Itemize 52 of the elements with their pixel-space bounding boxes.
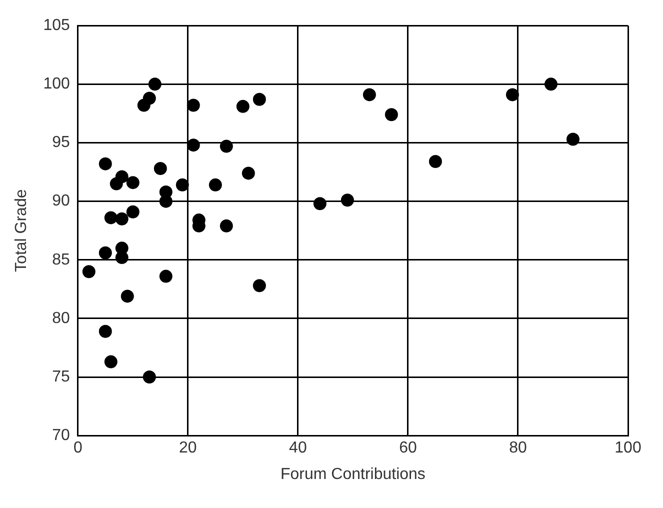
point — [126, 176, 140, 190]
y-tick-label: 85 — [52, 251, 70, 268]
point — [104, 355, 118, 368]
point — [428, 154, 442, 168]
y-tick-label: 100 — [43, 76, 70, 93]
point — [142, 370, 156, 384]
point — [142, 92, 156, 105]
point — [115, 170, 128, 184]
y-tick-label: 75 — [52, 368, 70, 386]
x-tick-label: 80 — [509, 440, 527, 457]
x-tick-label: 20 — [179, 440, 197, 457]
point — [98, 324, 112, 338]
point — [159, 194, 172, 208]
point — [159, 270, 172, 283]
point — [313, 197, 326, 210]
point — [154, 162, 167, 176]
point — [98, 246, 112, 260]
y-axis-title: Total Grade — [13, 189, 30, 272]
y-tick-label: 90 — [52, 192, 70, 210]
point — [120, 290, 134, 303]
point — [220, 219, 233, 232]
y-tick-label: 95 — [52, 134, 70, 152]
x-axis-title: Forum Contributions — [280, 466, 426, 483]
point — [362, 88, 376, 102]
point — [104, 211, 118, 224]
point — [186, 98, 200, 112]
point — [220, 140, 233, 153]
point — [115, 251, 128, 264]
point — [126, 205, 140, 218]
point — [566, 132, 580, 146]
x-tick-label: 60 — [399, 440, 417, 457]
y-tick-label: 80 — [52, 310, 70, 327]
y-tick-label: 70 — [52, 427, 70, 444]
point — [384, 108, 398, 122]
point — [98, 157, 112, 170]
point — [340, 194, 354, 207]
point — [186, 138, 200, 152]
y-tick-label: 105 — [43, 17, 70, 34]
x-tick-label: 100 — [614, 440, 642, 457]
point — [544, 78, 558, 91]
x-tick-label: 40 — [289, 440, 307, 457]
point — [148, 78, 162, 91]
point — [506, 88, 519, 102]
point — [115, 212, 128, 226]
point — [82, 265, 96, 278]
point — [236, 100, 250, 113]
point — [208, 178, 222, 192]
x-tick-label: 0 — [73, 440, 82, 457]
point — [252, 279, 266, 292]
point — [176, 178, 189, 192]
point — [252, 92, 266, 106]
point — [242, 166, 255, 180]
